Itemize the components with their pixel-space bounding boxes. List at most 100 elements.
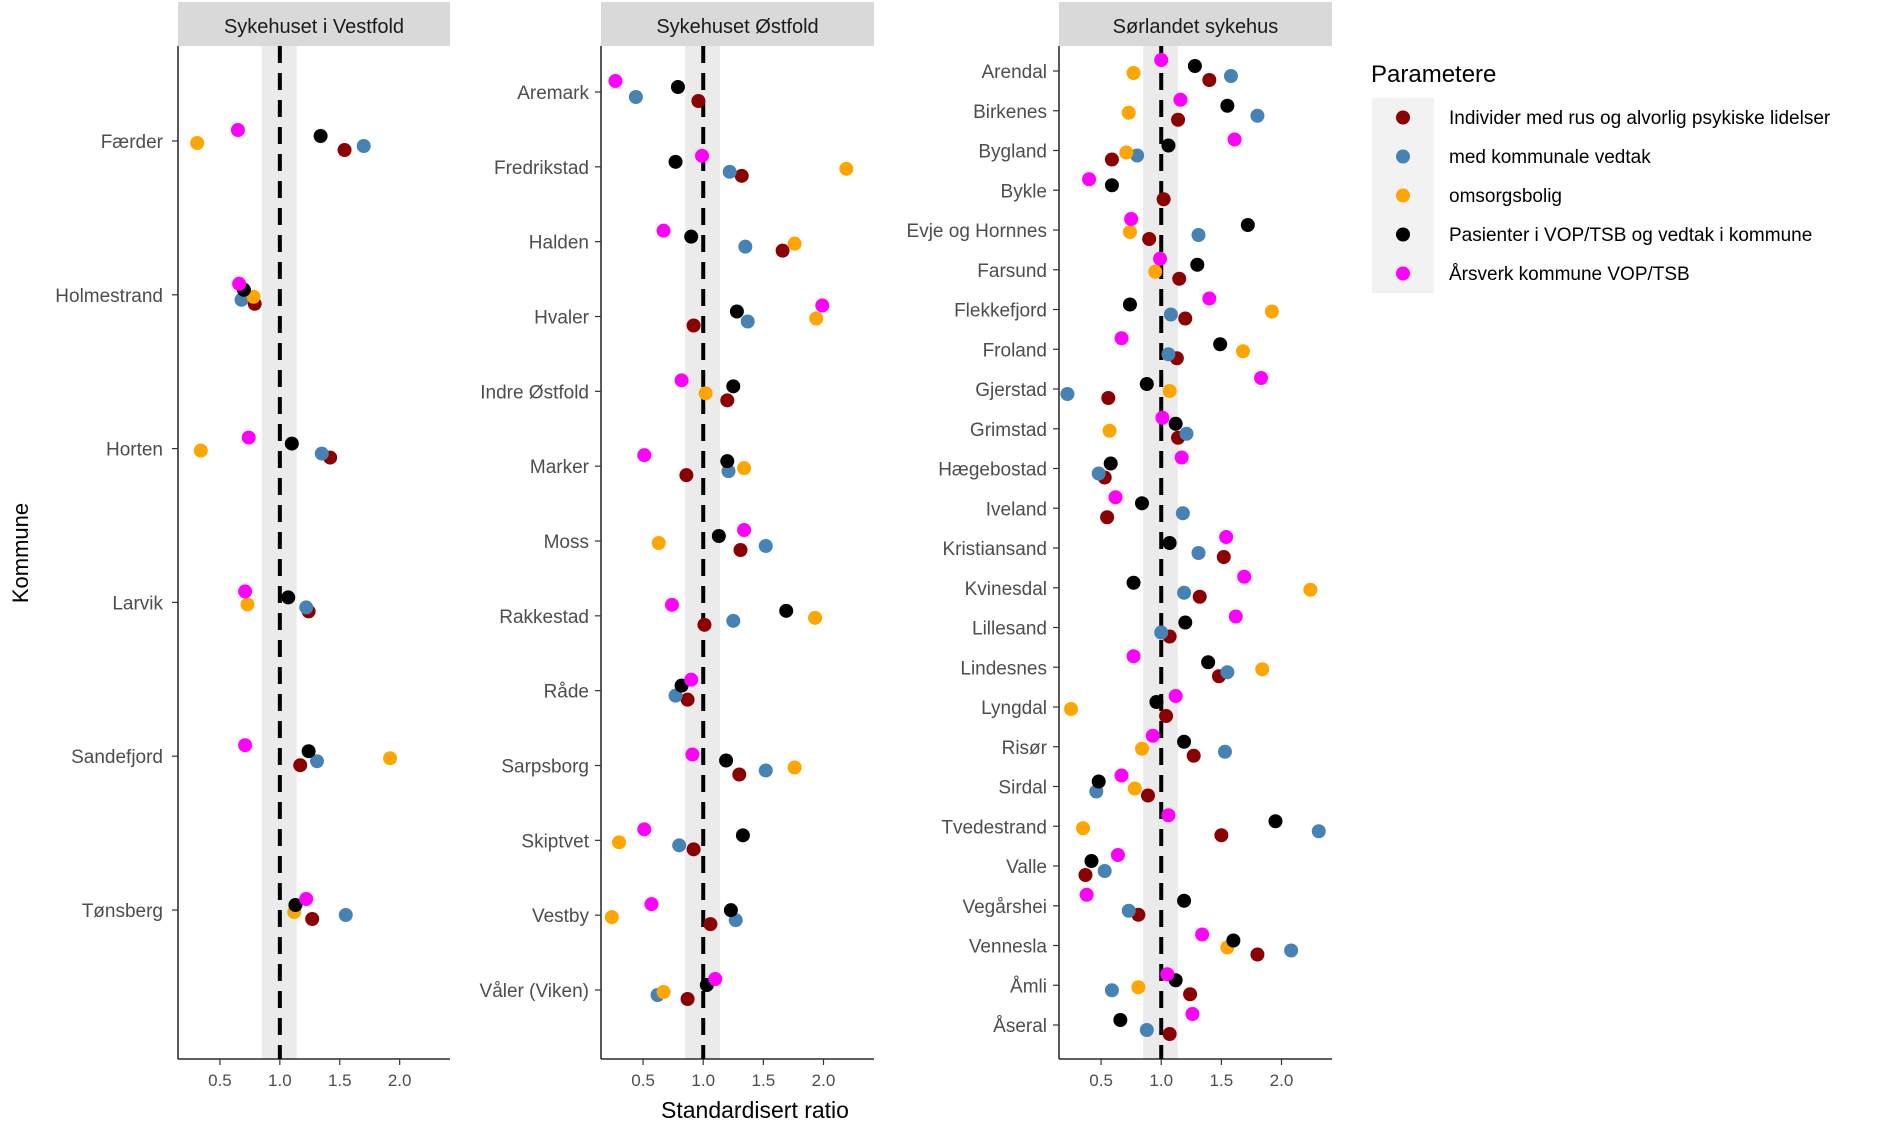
- data-point-aarsverk: [1114, 331, 1129, 346]
- data-point-omsorg: [1102, 423, 1117, 438]
- data-point-omsorg: [190, 136, 205, 150]
- y-tick-label: Bykle: [1001, 181, 1047, 202]
- data-point-vop: [720, 454, 735, 469]
- data-point-rus: [1250, 947, 1265, 962]
- data-point-vedtak: [740, 314, 755, 329]
- data-point-vop: [1190, 257, 1205, 272]
- data-point-omsorg: [1131, 980, 1146, 995]
- x-tick-label: 1.5: [752, 1071, 776, 1090]
- data-point-omsorg: [1134, 741, 1149, 756]
- data-point-rus: [697, 617, 712, 632]
- data-point-omsorg: [839, 161, 854, 176]
- data-point-rus: [686, 842, 701, 857]
- data-point-rus: [1159, 709, 1174, 723]
- data-point-omsorg: [656, 985, 671, 999]
- data-point-aarsverk: [656, 223, 671, 238]
- data-point-vop: [1240, 218, 1255, 232]
- data-point-rus: [734, 168, 749, 183]
- data-point-aarsverk: [695, 148, 710, 163]
- y-tick-label: Rakkestad: [499, 607, 589, 628]
- y-tick-label: Evje og Hornnes: [907, 221, 1047, 242]
- y-tick-label: Gjerstad: [975, 380, 1047, 401]
- data-point-vop: [1103, 456, 1118, 471]
- data-point-aarsverk: [1161, 808, 1176, 823]
- data-point-aarsverk: [815, 298, 830, 313]
- data-point-rus: [1216, 550, 1231, 564]
- data-point-aarsverk: [1145, 728, 1160, 743]
- facet-strip: [601, 2, 874, 46]
- data-point-omsorg: [1264, 304, 1279, 319]
- facet-strip: [1059, 2, 1332, 46]
- y-tick-label: Grimstad: [970, 420, 1047, 441]
- y-tick-label: Larvik: [112, 593, 163, 614]
- data-point-rus: [680, 692, 695, 707]
- data-point-aarsverk: [1202, 291, 1217, 306]
- data-point-rus: [1162, 1027, 1177, 1041]
- data-point-vop: [1178, 615, 1193, 630]
- data-point-vedtak: [1311, 824, 1326, 839]
- y-tick-label: Skiptvet: [521, 831, 589, 852]
- data-point-vop: [1139, 377, 1154, 391]
- data-point-aarsverk: [674, 373, 689, 388]
- data-point-rus: [305, 912, 320, 926]
- data-point-aarsverk: [1110, 848, 1125, 862]
- x-tick-label: 2.0: [812, 1071, 836, 1090]
- data-point-vop: [729, 304, 744, 319]
- legend-label: omsorgsbolig: [1449, 186, 1562, 207]
- data-point-omsorg: [612, 835, 627, 850]
- data-point-vedtak: [1223, 69, 1238, 83]
- data-point-aarsverk: [1154, 53, 1169, 67]
- y-tick-label: Flekkefjord: [954, 301, 1047, 322]
- legend-label: Årsverk kommune VOP/TSB: [1449, 264, 1690, 285]
- y-tick-label: Våler (Viken): [480, 981, 589, 1002]
- y-tick-label: Vennesla: [969, 937, 1048, 958]
- y-tick-label: Kristiansand: [942, 539, 1047, 560]
- data-point-omsorg: [808, 610, 823, 625]
- y-tick-label: Aremark: [517, 83, 589, 104]
- data-point-omsorg: [1122, 225, 1137, 239]
- data-point-vop: [684, 229, 699, 244]
- data-point-rus: [733, 543, 748, 557]
- data-point-vedtak: [1175, 506, 1190, 521]
- data-point-aarsverk: [637, 822, 652, 837]
- data-point-vop: [1162, 536, 1177, 550]
- data-point-aarsverk: [1126, 649, 1141, 664]
- data-point-vedtak: [1217, 744, 1232, 759]
- data-point-omsorg: [1064, 702, 1079, 716]
- y-tick-label: Lillesand: [972, 619, 1047, 640]
- data-point-aarsverk: [1227, 132, 1242, 147]
- data-point-omsorg: [1162, 384, 1177, 398]
- data-point-aarsverk: [684, 672, 699, 687]
- data-point-rus: [1078, 868, 1093, 882]
- data-point-vedtak: [1121, 903, 1136, 918]
- data-point-omsorg: [1126, 66, 1141, 80]
- data-point-aarsverk: [241, 430, 256, 445]
- data-point-vop: [1220, 98, 1235, 113]
- data-point-aarsverk: [1195, 927, 1210, 942]
- data-point-aarsverk: [1219, 530, 1234, 544]
- data-point-rus: [1100, 510, 1115, 525]
- y-tick-label: Vestby: [532, 906, 590, 927]
- data-point-aarsverk: [1108, 490, 1123, 505]
- facet-title: Sykehuset Østfold: [656, 16, 818, 38]
- data-point-vedtak: [758, 539, 773, 553]
- y-tick-label: Råde: [544, 682, 589, 703]
- data-point-aarsverk: [1168, 689, 1183, 703]
- data-point-vop: [288, 898, 303, 912]
- data-point-vedtak: [1177, 585, 1192, 600]
- data-point-vedtak: [1191, 228, 1206, 242]
- data-point-omsorg: [809, 311, 824, 326]
- legend-key-aarsverk: [1396, 266, 1410, 281]
- data-point-aarsverk: [1082, 172, 1097, 187]
- data-point-rus: [1202, 73, 1217, 87]
- x-tick-label: 0.5: [208, 1071, 232, 1090]
- data-point-omsorg: [1121, 105, 1136, 120]
- y-tick-label: Moss: [544, 532, 589, 553]
- data-point-rus: [1171, 112, 1186, 127]
- y-tick-label: Åseral: [993, 1016, 1047, 1037]
- data-point-omsorg: [787, 760, 802, 775]
- data-point-vop: [719, 753, 734, 768]
- data-point-vop: [1122, 297, 1137, 312]
- legend-label: Individer med rus og alvorlig psykiske l…: [1449, 108, 1831, 129]
- data-point-vop: [1177, 734, 1192, 749]
